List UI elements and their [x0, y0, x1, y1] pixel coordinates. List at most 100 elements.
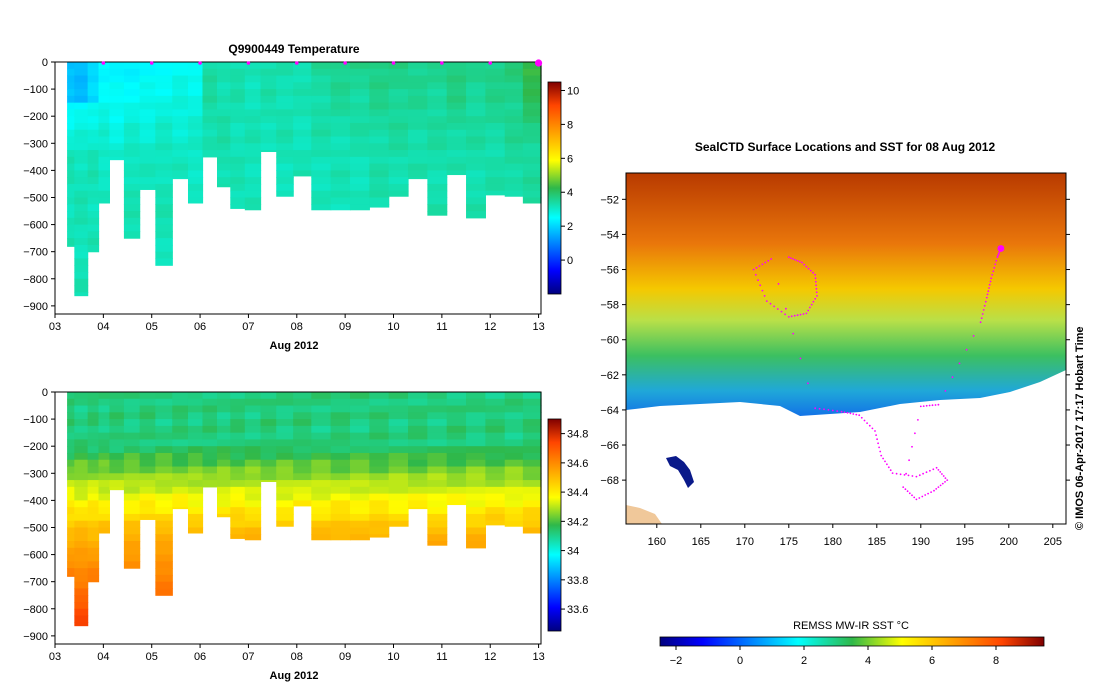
- section-cell: [466, 534, 486, 542]
- section-cell: [427, 183, 448, 192]
- section-cell: [466, 204, 486, 212]
- section-cell: [466, 513, 486, 522]
- section-cell: [74, 507, 89, 515]
- section-cell: [123, 102, 141, 111]
- section-cell: [74, 398, 89, 407]
- section-cell: [139, 116, 156, 124]
- section-cell: [485, 75, 506, 83]
- section-cell: [276, 62, 294, 70]
- section-cell: [67, 116, 75, 124]
- x-tick-label: 05: [146, 651, 158, 663]
- section-cell: [139, 466, 156, 474]
- section-cell: [202, 459, 218, 468]
- section-cell: [67, 89, 75, 97]
- y-tick-label: 0: [42, 57, 48, 69]
- sst-field: [626, 173, 1066, 524]
- track-dot: [812, 271, 814, 274]
- section-cell: [485, 95, 506, 104]
- section-cell: [408, 425, 428, 434]
- section-cell: [446, 95, 467, 104]
- section-cell: [155, 588, 173, 596]
- section-cell: [230, 405, 246, 413]
- track-dot: [761, 263, 764, 266]
- section-cell: [87, 244, 100, 253]
- section-cell: [427, 520, 448, 529]
- section-cell: [466, 412, 486, 420]
- section-cell: [230, 412, 246, 420]
- section-cell: [74, 534, 89, 542]
- section-cell: [230, 177, 246, 185]
- section-cell: [244, 116, 262, 124]
- track-dot: [937, 403, 940, 406]
- x-tick-label: 08: [291, 321, 303, 333]
- section-cell: [244, 405, 262, 413]
- section-cell: [388, 459, 409, 468]
- x-tick-label: 06: [194, 651, 206, 663]
- track-dot: [980, 317, 983, 319]
- section-cell: [98, 520, 110, 529]
- section-cell: [67, 452, 75, 461]
- section-cell: [522, 459, 542, 468]
- section-cell: [311, 197, 332, 205]
- track-dot: [928, 404, 931, 407]
- track-dot: [997, 253, 1000, 256]
- section-cell: [172, 122, 189, 131]
- track-dot: [790, 315, 793, 318]
- track-dot: [757, 279, 759, 281]
- track-dot: [958, 362, 961, 365]
- section-cell: [139, 459, 156, 468]
- track-dot: [810, 303, 813, 306]
- section-cell: [230, 486, 246, 495]
- section-cell: [485, 122, 506, 131]
- section-cell: [349, 197, 370, 205]
- section-cell: [139, 486, 156, 495]
- section-cell: [155, 574, 173, 583]
- section-cell: [349, 500, 370, 508]
- section-cell: [369, 102, 390, 111]
- section-cell: [230, 513, 246, 522]
- section-cell: [74, 405, 89, 413]
- section-cell: [98, 513, 110, 522]
- section-cell: [388, 392, 409, 400]
- salinity-data-cells: [67, 392, 542, 627]
- section-cell: [349, 392, 370, 400]
- section-cell: [466, 507, 486, 515]
- section-cell: [230, 163, 246, 171]
- track-dot: [871, 427, 874, 430]
- section-cell: [349, 95, 370, 104]
- x-tick-label: 06: [194, 321, 206, 333]
- section-cell: [123, 466, 141, 474]
- section-cell: [187, 500, 204, 508]
- section-cell: [276, 177, 294, 185]
- section-cell: [466, 459, 486, 468]
- section-cell: [330, 143, 351, 151]
- track-dot: [877, 442, 879, 445]
- section-cell: [172, 109, 189, 117]
- section-cell: [87, 143, 100, 151]
- section-cell: [408, 89, 428, 97]
- section-cell: [139, 500, 156, 508]
- section-cell: [311, 405, 332, 413]
- section-cell: [123, 89, 141, 97]
- section-cell: [427, 392, 448, 400]
- section-cell: [172, 129, 189, 138]
- lon-tick-label: 195: [956, 536, 974, 548]
- section-cell: [330, 183, 351, 192]
- section-cell: [427, 116, 448, 124]
- section-cell: [172, 170, 189, 178]
- section-cell: [408, 163, 428, 171]
- section-cell: [427, 486, 448, 495]
- section-cell: [230, 183, 246, 192]
- track-dot: [986, 293, 989, 296]
- section-cell: [349, 486, 370, 495]
- section-cell: [67, 459, 75, 468]
- section-cell: [172, 156, 189, 165]
- section-cell: [369, 109, 390, 117]
- track-dot: [802, 313, 805, 315]
- section-cell: [187, 473, 204, 481]
- section-cell: [67, 520, 75, 529]
- section-cell: [123, 136, 141, 144]
- section-cell: [244, 136, 262, 144]
- section-cell: [504, 493, 524, 501]
- section-cell: [87, 554, 100, 562]
